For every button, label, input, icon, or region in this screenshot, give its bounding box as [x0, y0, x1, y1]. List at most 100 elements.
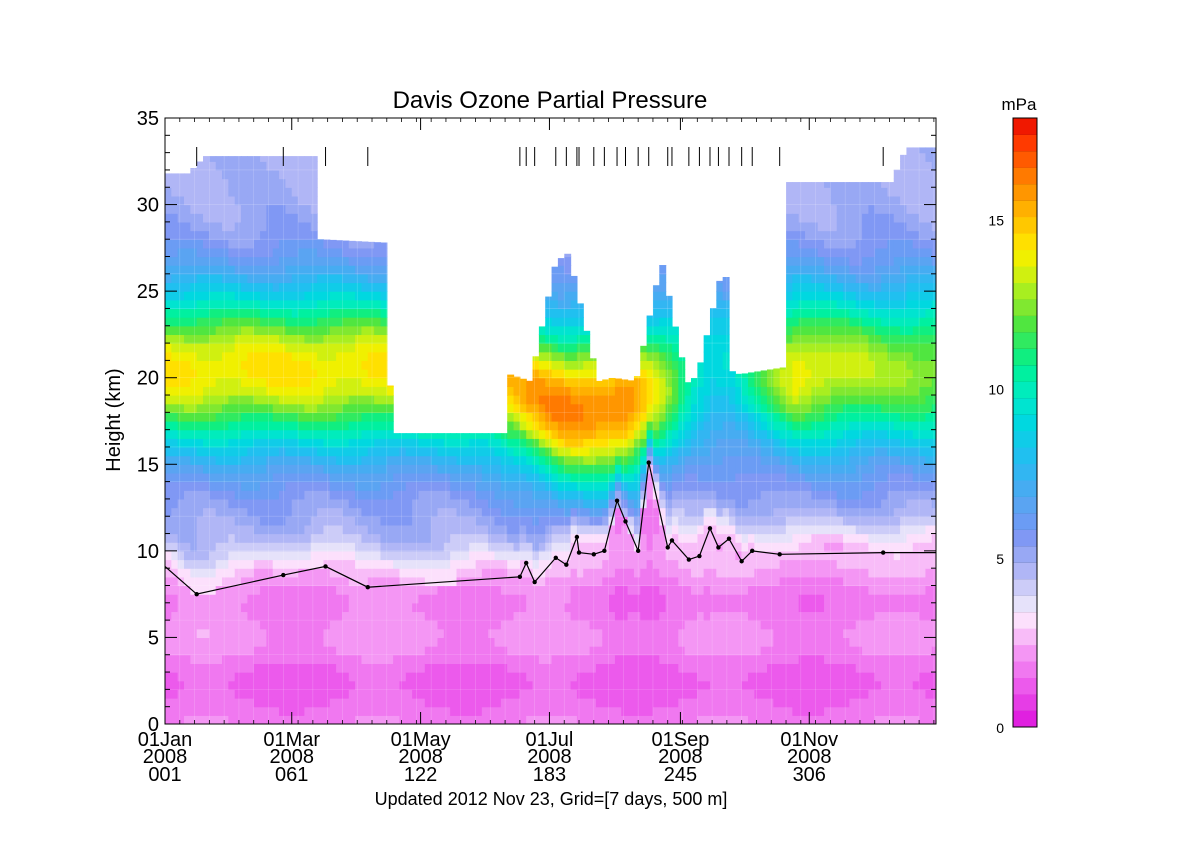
- heatmap-cell: [393, 568, 401, 578]
- heatmap-cell: [272, 498, 280, 509]
- heatmap-cell: [285, 472, 293, 483]
- heatmap-cell: [697, 689, 705, 699]
- heatmap-cell: [247, 187, 255, 197]
- heatmap-cell: [652, 585, 660, 595]
- heatmap-cell: [798, 594, 806, 604]
- heatmap-cell: [716, 620, 724, 630]
- heatmap-cell: [519, 611, 527, 621]
- heatmap-cell: [177, 273, 185, 284]
- heatmap-cell: [310, 299, 318, 310]
- heatmap-cell: [735, 637, 743, 647]
- heatmap-cell: [570, 576, 578, 587]
- heatmap-cell: [374, 334, 382, 344]
- heatmap-cell: [234, 178, 242, 188]
- heatmap-cell: [342, 273, 350, 284]
- heatmap-cell: [735, 680, 743, 690]
- heatmap-cell: [298, 412, 306, 422]
- heatmap-cell: [481, 438, 489, 448]
- heatmap-cell: [570, 490, 578, 500]
- heatmap-cell: [728, 438, 736, 448]
- heatmap-cell: [196, 472, 204, 483]
- heatmap-cell: [367, 299, 375, 310]
- heatmap-cell: [386, 628, 394, 639]
- heatmap-cell: [399, 516, 407, 526]
- heatmap-cell: [469, 542, 477, 552]
- heatmap-cell: [583, 576, 591, 587]
- heatmap-cell: [323, 369, 331, 379]
- heatmap-cell: [779, 464, 787, 474]
- heatmap-cell: [684, 620, 692, 630]
- heatmap-cell: [203, 559, 210, 569]
- heatmap-cell: [652, 285, 660, 292]
- heatmap-cell: [576, 377, 584, 387]
- heatmap-cell: [342, 689, 350, 699]
- heatmap-cell: [576, 325, 584, 336]
- heatmap-cell: [570, 620, 578, 630]
- heatmap-cell: [500, 542, 508, 552]
- heatmap-cell: [786, 403, 793, 413]
- heatmap-cell: [779, 421, 787, 431]
- heatmap-cell: [767, 481, 774, 491]
- heatmap-cell: [342, 308, 350, 318]
- heatmap-cell: [272, 516, 280, 526]
- heatmap-cell: [716, 498, 724, 509]
- heatmap-cell: [633, 490, 641, 500]
- heatmap-cell: [690, 446, 698, 457]
- heatmap-cell: [228, 672, 236, 682]
- heatmap-cell: [380, 299, 388, 310]
- heatmap-cell: [260, 360, 267, 370]
- heatmap-cell: [234, 360, 242, 370]
- heatmap-cell: [443, 455, 451, 465]
- heatmap-cell: [272, 429, 280, 439]
- heatmap-cell: [171, 706, 179, 716]
- heatmap-cell: [589, 689, 597, 699]
- heatmap-cell: [786, 689, 793, 699]
- heatmap-cell: [380, 256, 388, 266]
- heatmap-cell: [703, 689, 711, 699]
- heatmap-cell: [234, 706, 242, 716]
- heatmap-cell: [247, 706, 255, 716]
- heatmap-cell: [342, 672, 350, 682]
- heatmap-cell: [532, 377, 540, 387]
- heatmap-cell: [614, 706, 622, 716]
- heatmap-cell: [513, 576, 521, 587]
- heatmap-cell: [342, 369, 350, 379]
- heatmap-cell: [640, 507, 648, 517]
- heatmap-cell: [272, 438, 280, 448]
- heatmap-cell: [741, 576, 749, 587]
- heatmap-cell: [583, 481, 591, 491]
- heatmap-cell: [462, 576, 470, 587]
- heatmap-cell: [576, 672, 584, 682]
- heatmap-cell: [608, 620, 616, 630]
- heatmap-cell: [190, 594, 198, 604]
- heatmap-cell: [336, 594, 344, 604]
- heatmap-cell: [488, 438, 496, 448]
- heatmap-cell: [526, 524, 534, 535]
- heatmap-cell: [228, 585, 236, 595]
- heatmap-cell: [538, 455, 546, 465]
- heatmap-cell: [678, 576, 686, 587]
- heatmap-cell: [323, 507, 331, 517]
- heatmap-cell: [684, 472, 692, 483]
- heatmap-cell: [545, 646, 553, 656]
- heatmap-cell: [171, 611, 179, 621]
- heatmap-cell: [190, 291, 198, 301]
- heatmap-cell: [741, 611, 749, 621]
- heatmap-cell: [722, 481, 730, 491]
- heatmap-cell: [684, 446, 692, 457]
- heatmap-cell: [336, 472, 344, 483]
- heatmap-cell: [399, 585, 407, 595]
- heatmap-cell: [196, 230, 204, 240]
- heatmap-cell: [716, 680, 724, 690]
- heatmap-cell: [735, 490, 743, 500]
- heatmap-cell: [456, 481, 464, 491]
- heatmap-cell: [564, 611, 572, 621]
- heatmap-cell: [241, 611, 248, 621]
- heatmap-cell: [779, 369, 787, 379]
- heatmap-cell: [317, 663, 325, 673]
- heatmap-cell: [462, 472, 470, 483]
- heatmap-cell: [348, 672, 356, 682]
- heatmap-cell: [348, 620, 356, 630]
- heatmap-cell: [526, 715, 534, 724]
- heatmap-cell: [304, 446, 312, 457]
